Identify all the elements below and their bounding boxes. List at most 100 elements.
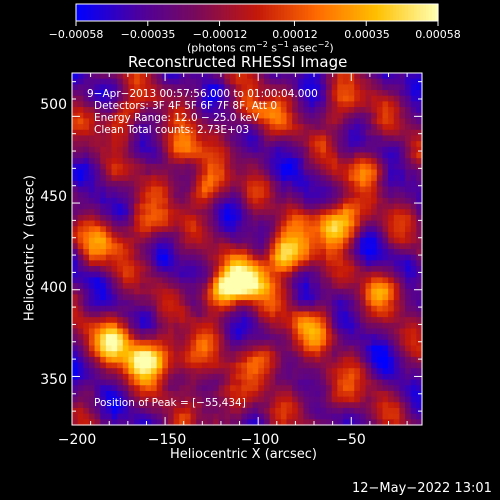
heatmap-cell: [410, 237, 417, 244]
heatmap-cell: [263, 339, 271, 347]
heatmap-cell: [224, 356, 231, 364]
heatmap-cell: [292, 283, 299, 290]
heatmap-cell: [139, 305, 146, 313]
heatmap-cell: [320, 311, 327, 318]
heatmap-cell: [393, 169, 401, 176]
heatmap-cell: [139, 129, 146, 137]
heatmap-cell: [156, 220, 163, 227]
heatmap-cell: [241, 328, 248, 335]
heatmap-cell: [218, 402, 226, 409]
heatmap-cell: [151, 283, 158, 290]
heatmap-cell: [388, 192, 395, 199]
heatmap-cell: [371, 305, 378, 313]
heatmap-cell: [393, 180, 401, 188]
heatmap-cell: [314, 345, 321, 352]
heatmap-cell: [190, 339, 197, 347]
heatmap-cell: [297, 214, 305, 222]
heatmap-cell: [269, 356, 276, 364]
heatmap-cell: [410, 90, 417, 97]
heatmap-cell: [100, 158, 107, 165]
heatmap-cell: [134, 249, 141, 256]
heatmap-cell: [213, 266, 220, 273]
heatmap-cell: [263, 351, 271, 358]
heatmap-cell: [258, 277, 265, 284]
heatmap-cell: [190, 311, 197, 318]
x-axis-label: Heliocentric X (arcsec): [170, 447, 317, 462]
heatmap-cell: [297, 237, 305, 244]
heatmap-cell: [230, 249, 237, 256]
heatmap-cell: [320, 129, 327, 137]
heatmap-cell: [122, 243, 130, 250]
heatmap-cell: [388, 317, 395, 324]
heatmap-cell: [410, 351, 417, 358]
heatmap-cell: [376, 95, 384, 102]
heatmap-cell: [348, 186, 355, 193]
heatmap-cell: [184, 283, 192, 290]
heatmap-cell: [151, 328, 158, 335]
heatmap-cell: [201, 107, 209, 114]
heatmap-cell: [292, 300, 299, 307]
heatmap-cell: [326, 288, 333, 296]
heatmap-cell: [258, 322, 265, 330]
heatmap-cell: [410, 192, 417, 199]
colorbar-segment: [208, 4, 213, 21]
heatmap-cell: [230, 141, 237, 148]
heatmap-cell: [303, 260, 310, 267]
heatmap-cell: [292, 294, 299, 301]
heatmap-cell: [348, 78, 355, 85]
heatmap-cell: [337, 243, 344, 250]
heatmap-cell: [88, 390, 96, 398]
heatmap-cell: [269, 243, 276, 250]
heatmap-cell: [151, 78, 158, 85]
heatmap-cell: [405, 368, 412, 375]
heatmap-cell: [286, 118, 293, 125]
heatmap-cell: [376, 231, 384, 239]
heatmap-cell: [331, 84, 338, 91]
heatmap-cell: [117, 294, 124, 301]
heatmap-cell: [167, 322, 175, 330]
heatmap-cell: [94, 231, 101, 239]
heatmap-cell: [263, 158, 271, 165]
heatmap-cell: [258, 192, 265, 199]
heatmap-cell: [359, 300, 367, 307]
heatmap-cell: [241, 231, 248, 239]
heatmap-cell: [105, 249, 113, 256]
heatmap-cell: [122, 226, 130, 233]
heatmap-cell: [128, 112, 135, 120]
heatmap-cell: [359, 101, 367, 108]
heatmap-cell: [286, 260, 293, 267]
heatmap-cell: [128, 84, 135, 91]
heatmap-cell: [320, 107, 327, 114]
heatmap-cell: [365, 288, 372, 296]
heatmap-cell: [258, 135, 265, 142]
heatmap-cell: [122, 186, 130, 193]
heatmap-cell: [252, 413, 259, 420]
heatmap-cell: [122, 283, 130, 290]
heatmap-cell: [388, 135, 395, 142]
heatmap-cell: [303, 339, 310, 347]
heatmap-cell: [359, 84, 367, 91]
heatmap-cell: [326, 73, 333, 80]
heatmap-cell: [342, 294, 350, 301]
heatmap-cell: [354, 322, 361, 330]
heatmap-cell: [371, 379, 378, 386]
heatmap-cell: [410, 73, 417, 80]
heatmap-cell: [105, 124, 113, 131]
heatmap-cell: [297, 73, 305, 80]
heatmap-cell: [399, 254, 406, 261]
heatmap-cell: [376, 283, 384, 290]
heatmap-cell: [179, 288, 186, 296]
heatmap-cell: [410, 214, 417, 222]
heatmap-cell: [354, 243, 361, 250]
heatmap-cell: [128, 407, 135, 415]
heatmap-cell: [224, 107, 231, 114]
heatmap-cell: [156, 129, 163, 137]
heatmap-cell: [184, 186, 192, 193]
heatmap-cell: [309, 300, 316, 307]
heatmap-cell: [77, 101, 84, 108]
heatmap-cell: [213, 129, 220, 137]
heatmap-cell: [286, 317, 293, 324]
heatmap-cell: [326, 328, 333, 335]
heatmap-cell: [213, 118, 220, 125]
heatmap-cell: [342, 129, 350, 137]
